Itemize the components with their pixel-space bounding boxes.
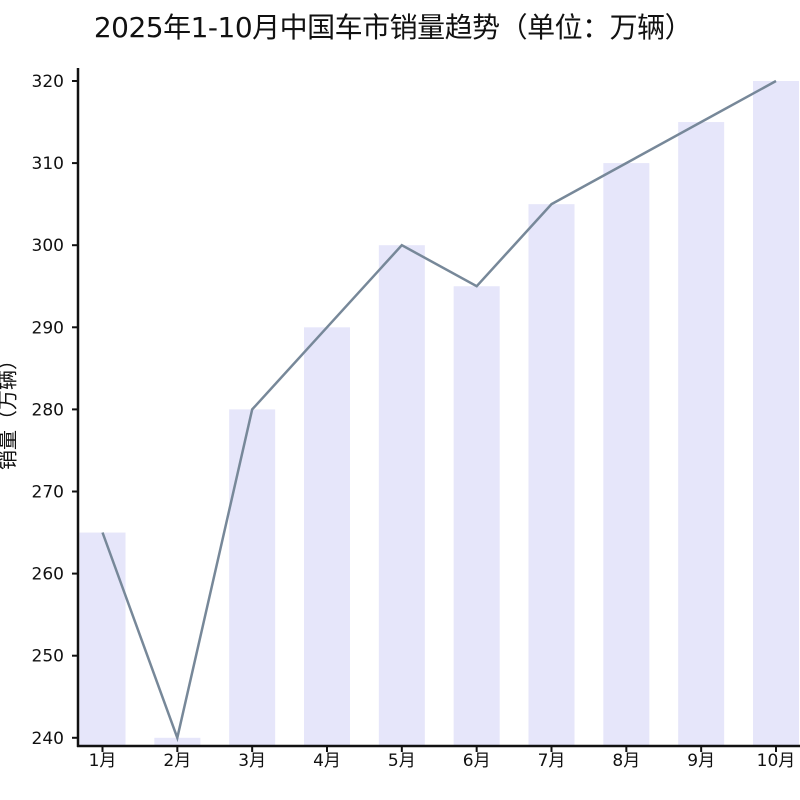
bar-8 [603,163,650,747]
x-tick-label-8: 8月 [612,751,640,771]
axes-group [76,68,800,748]
bar-4 [304,327,350,746]
y-ticks-group: 240 250 260 270 280 290 300 310 320 [32,72,78,749]
bars-group [79,81,799,747]
y-tick-label-270: 270 [32,482,64,502]
y-tick-label-240: 240 [32,729,64,749]
y-tick-label-300: 300 [32,236,64,256]
trend-line [101,79,777,743]
y-tick-label-310: 310 [32,154,64,174]
y-tick-label-250: 250 [32,647,64,667]
x-tick-label-6: 6月 [463,751,491,771]
bar-7 [528,204,575,747]
x-tick-label-7: 7月 [538,751,566,771]
y-tick-label-320: 320 [32,72,64,92]
chart-title: 2025年1-10月中国车市销量趋势（单位：万辆） [93,11,693,44]
x-tick-label-4: 4月 [313,751,341,771]
x-tick-label-3: 3月 [238,751,266,771]
bar-2 [154,737,201,746]
x-tick-label-10: 10月 [757,751,796,771]
bar-1 [79,532,126,746]
y-tick-label-290: 290 [32,318,64,338]
bar-3 [229,409,276,746]
bar-9 [678,122,725,747]
line-group [101,79,777,743]
x-ticks-group: 1月 2月 3月 4月 5月 6月 7月 8月 9月 10月 [89,746,796,771]
bar-6 [453,286,500,746]
bar-5 [378,245,425,747]
bar-10 [753,81,799,746]
y-tick-label-260: 260 [32,565,64,585]
x-tick-label-1: 1月 [89,751,117,771]
x-tick-label-2: 2月 [163,751,191,771]
y-tick-label-280: 280 [32,400,64,420]
x-tick-label-9: 9月 [687,751,715,771]
x-tick-label-5: 5月 [388,751,416,771]
